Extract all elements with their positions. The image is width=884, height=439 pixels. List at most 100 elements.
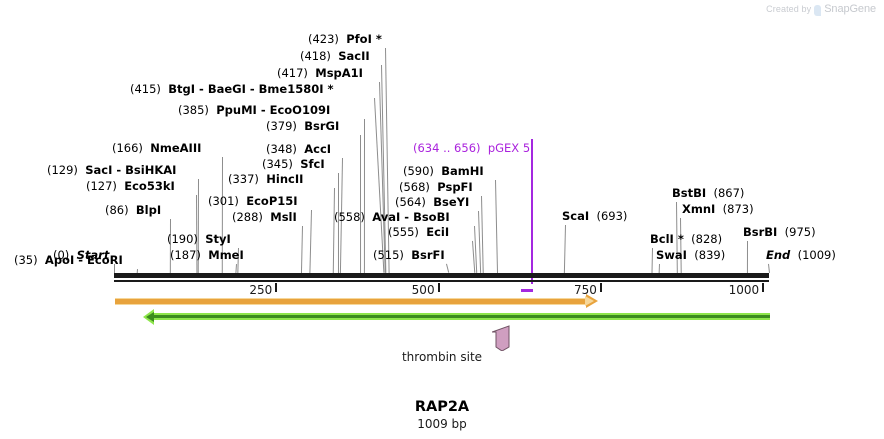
- enzyme-name: SwaI: [656, 248, 687, 262]
- enzyme-name: BamHI: [441, 164, 484, 178]
- orange-feature-arrow[interactable]: [115, 298, 588, 305]
- enzyme-label-acci[interactable]: (348) AccI: [266, 143, 331, 156]
- enzyme-label-bsrbi[interactable]: BsrBI (975): [743, 225, 816, 239]
- snapgene-watermark: Created by SnapGene: [766, 3, 876, 16]
- enzyme-label-bcli[interactable]: BclI * (828): [650, 232, 722, 246]
- enzyme-name: BseYI: [433, 195, 470, 209]
- green-feature-arrow[interactable]: [150, 313, 770, 320]
- enzyme-position: (379): [266, 119, 297, 133]
- enzyme-name: HincII: [266, 172, 304, 186]
- enzyme-position: (0): [53, 248, 70, 262]
- enzyme-label-styi[interactable]: (190) StyI: [167, 232, 231, 246]
- enzyme-star-marker: *: [323, 82, 334, 96]
- enzyme-position: (187): [170, 248, 201, 262]
- enzyme-label-ecii[interactable]: (555) EciI: [388, 225, 449, 239]
- enzyme-name: BlpI: [135, 203, 162, 217]
- enzyme-label-pgex5[interactable]: (634 .. 656) pGEX 5': [413, 141, 533, 155]
- leader-line: [169, 219, 171, 274]
- ruler-tick: [275, 283, 278, 292]
- enzyme-name: EcoO109I: [269, 103, 331, 117]
- enzyme-position: (127): [86, 179, 117, 193]
- pgex5-primer-line: [531, 139, 533, 284]
- enzyme-label-nmeaiii[interactable]: (166) NmeAIII: [112, 141, 201, 155]
- enzyme-label-bamhi[interactable]: (590) BamHI: [403, 164, 484, 178]
- enzyme-label-hincii[interactable]: (337) HincII: [228, 172, 304, 186]
- enzyme-label-bseyi[interactable]: (564) BseYI: [395, 195, 470, 209]
- enzyme-separator: -: [112, 163, 126, 177]
- enzyme-separator: -: [74, 253, 88, 267]
- enzyme-position: (337): [228, 172, 259, 186]
- leader-line: [651, 248, 653, 274]
- leader-line: [495, 179, 499, 273]
- enzyme-label-ppumi-group[interactable]: (385) PpuMI - EcoO109I: [178, 103, 331, 117]
- enzyme-name: PfoI: [346, 32, 372, 46]
- enzyme-position: (590): [403, 164, 434, 178]
- enzyme-label-end[interactable]: End (1009): [766, 249, 836, 262]
- enzyme-label-avai-group[interactable]: (558) AvaI - BsoBI: [334, 210, 450, 224]
- ruler-label: 750: [573, 283, 597, 297]
- enzyme-position: (423): [308, 32, 339, 46]
- enzyme-position: (35): [14, 253, 38, 267]
- leader-line: [658, 264, 660, 274]
- enzyme-label-scai[interactable]: ScaI (693): [562, 210, 627, 223]
- enzyme-label-apoi-group[interactable]: (35) ApoI - EcoRI: [14, 253, 123, 267]
- enzyme-name: Start: [76, 248, 110, 262]
- enzyme-star-marker: *: [673, 232, 684, 246]
- enzyme-separator: -: [245, 82, 259, 96]
- enzyme-name: BsrBI: [743, 225, 778, 239]
- enzyme-label-mmei[interactable]: (187) MmeI: [170, 248, 244, 262]
- ruler-label: 500: [411, 283, 435, 297]
- enzyme-label-sfci[interactable]: (345) SfcI: [262, 157, 325, 171]
- enzyme-position: (417): [277, 66, 308, 80]
- enzyme-position: (166): [112, 141, 143, 155]
- enzyme-name: BsiHKAI: [125, 163, 177, 177]
- pgex5-primer-bar[interactable]: [521, 289, 533, 292]
- enzyme-label-start[interactable]: (0) Start: [53, 248, 110, 262]
- enzyme-position: (86): [105, 203, 129, 217]
- enzyme-label-pspfi[interactable]: (568) PspFI: [399, 181, 473, 194]
- thrombin-site-label: thrombin site: [0, 350, 884, 364]
- enzyme-name: BclI: [650, 232, 674, 246]
- enzyme-label-bsrgi[interactable]: (379) BsrGI: [266, 119, 340, 133]
- enzyme-label-saci-group[interactable]: (129) SacI - BsiHKAI: [47, 163, 177, 177]
- enzyme-label-sacii[interactable]: (418) SacII: [300, 49, 370, 63]
- enzyme-name: StyI: [205, 232, 231, 246]
- enzyme-label-pfoi[interactable]: (423) PfoI *: [308, 32, 382, 46]
- sequence-backbone[interactable]: [114, 273, 769, 278]
- enzyme-label-blpi[interactable]: (86) BlpI: [105, 203, 162, 217]
- enzyme-position: (555): [388, 225, 419, 239]
- enzyme-name: BsrGI: [304, 119, 340, 133]
- sequence-name: RAP2A: [414, 399, 470, 415]
- enzyme-name: SfcI: [300, 157, 325, 171]
- enzyme-position: (839): [694, 248, 726, 262]
- enzyme-label-mspa1i[interactable]: (417) MspA1I: [277, 66, 363, 80]
- enzyme-position: (634 .. 656): [413, 141, 481, 155]
- enzyme-position: (418): [300, 49, 331, 63]
- leader-line: [446, 263, 450, 273]
- enzyme-position: (288): [232, 210, 263, 224]
- enzyme-label-xmni[interactable]: XmnI (873): [682, 203, 754, 216]
- enzyme-label-bsrfi[interactable]: (515) BsrFI: [373, 248, 445, 262]
- enzyme-name: EcoP15I: [246, 194, 298, 208]
- enzyme-name: BsoBI: [413, 210, 450, 224]
- enzyme-label-ecop15i[interactable]: (301) EcoP15I: [208, 194, 298, 208]
- enzyme-position: (515): [373, 248, 404, 262]
- enzyme-star-marker: *: [371, 32, 382, 46]
- sequence-title-block: RAP2A 1009 bp: [0, 398, 884, 432]
- enzyme-label-eco53ki[interactable]: (127) Eco53kI: [86, 179, 175, 193]
- enzyme-name: Bme1580I: [258, 82, 324, 96]
- enzyme-position: (415): [130, 82, 161, 96]
- enzyme-label-swai[interactable]: SwaI (839): [656, 248, 726, 262]
- enzyme-position: (975): [784, 225, 816, 239]
- enzyme-label-btgi-group[interactable]: (415) BtgI - BaeGI - Bme1580I *: [130, 82, 334, 96]
- enzyme-label-bstbi[interactable]: BstBI (867): [672, 187, 744, 200]
- enzyme-separator: -: [195, 82, 208, 96]
- leader-line: [385, 47, 390, 273]
- leader-line: [363, 119, 365, 274]
- enzyme-name: PpuMI: [216, 103, 257, 117]
- enzyme-name: SacI: [85, 163, 113, 177]
- thrombin-site-icon[interactable]: [492, 325, 510, 351]
- enzyme-label-msli[interactable]: (288) MslI: [232, 210, 297, 224]
- enzyme-name: BsrFI: [411, 248, 445, 262]
- ruler-tick: [599, 283, 602, 292]
